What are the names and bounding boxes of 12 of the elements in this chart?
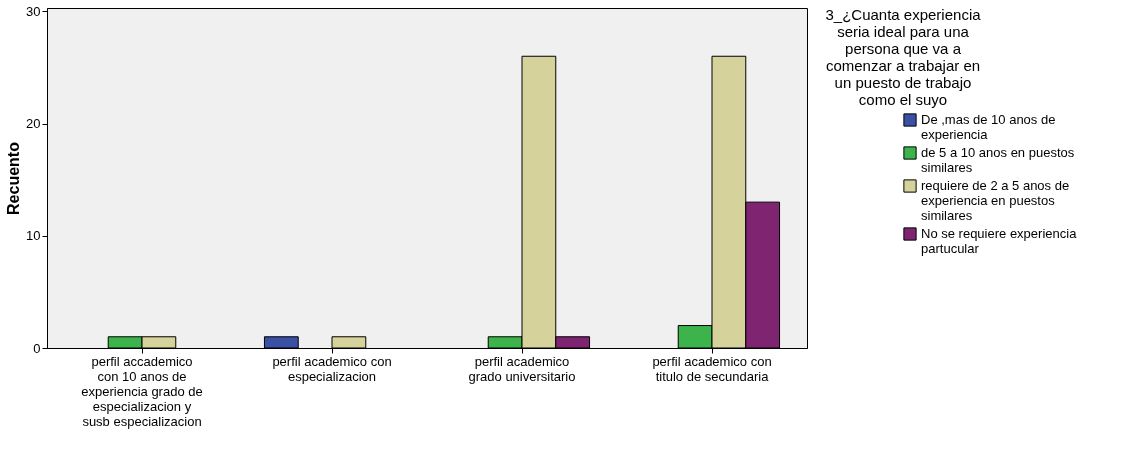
x-tick-label: perfil accademico con 10 anos de experiencia grado de especializacion y susb especializacion: [81, 353, 203, 429]
legend-title: 3_¿Cuanta experiencia seria ideal para una persona que va a comenzar a trabajar en un puesto de trabajo como el suyo: [825, 6, 982, 108]
y-tick-label: 10: [26, 228, 41, 244]
y-axis-title: Recuento: [5, 141, 23, 215]
x-tick-label: perfil academico grado universitario: [468, 353, 576, 384]
y-tick-label: 20: [26, 116, 41, 132]
legend-label: No se requiere experiencia partucular: [921, 226, 1078, 256]
y-tick-label: 0: [33, 340, 41, 356]
legend-label: requiere de 2 a 5 anos de experiencia en puestos similares: [921, 178, 1070, 223]
x-tick-label: perfil academico con titulo de secundaria: [652, 353, 772, 384]
x-tick-label: perfil academico con especializacion: [272, 353, 392, 384]
y-tick-label: 30: [26, 3, 41, 19]
